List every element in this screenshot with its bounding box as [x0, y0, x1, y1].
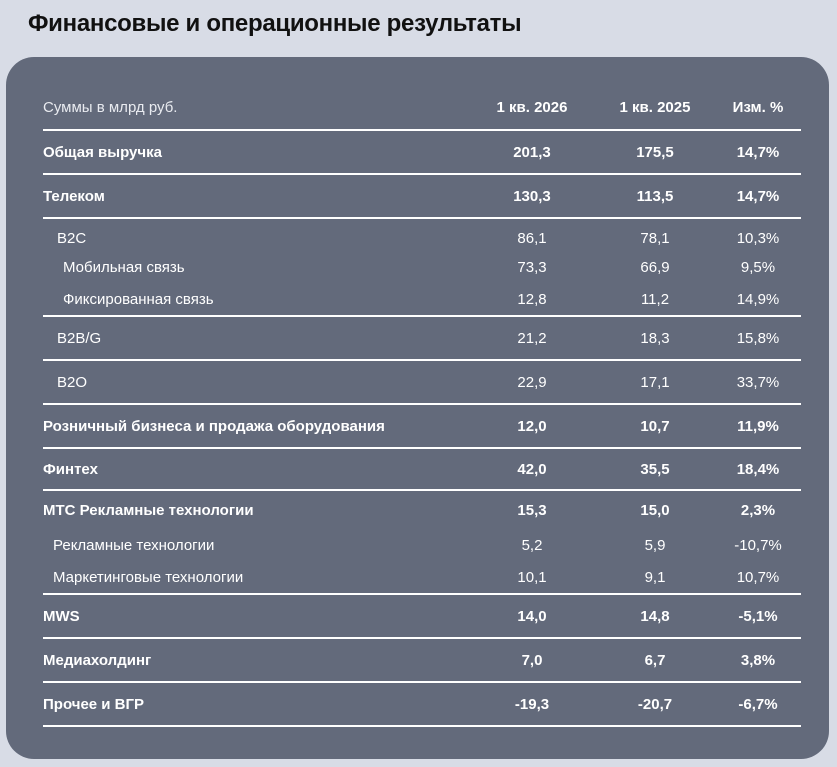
row-label: Медиахолдинг: [43, 651, 152, 669]
table-row: МТС Рекламные технологии 15,3 15,0 2,3%: [43, 491, 801, 529]
row-label: Рекламные технологии: [53, 536, 215, 554]
table-row: Телеком 130,3 113,5 14,7%: [43, 175, 801, 219]
row-label: Общая выручка: [43, 143, 162, 161]
row-value-q1-2026: 12,0: [517, 417, 547, 435]
table-header: Суммы в млрд руб. 1 кв. 2026 1 кв. 2025 …: [43, 85, 801, 131]
row-value-change: 9,5%: [740, 258, 776, 276]
row-label: Финтех: [43, 460, 98, 478]
row-value-q1-2025: 35,5: [640, 460, 670, 478]
row-label: B2O: [57, 373, 88, 391]
row-value-q1-2025: 15,0: [640, 501, 670, 519]
row-value-q1-2025: 66,9: [640, 258, 670, 276]
row-value-change: 14,7%: [736, 187, 780, 205]
row-value-q1-2026: 15,3: [517, 501, 547, 519]
row-label: Прочее и ВГР: [43, 695, 145, 713]
row-value-q1-2025: 9,1: [644, 568, 666, 586]
page-title: Финансовые и операционные результаты: [28, 10, 522, 37]
row-value-q1-2026: 86,1: [517, 229, 547, 247]
row-value-q1-2026: 21,2: [517, 329, 547, 347]
row-label: Розничный бизнеса и продажа оборудования: [43, 417, 385, 435]
results-table: Суммы в млрд руб. 1 кв. 2026 1 кв. 2025 …: [43, 85, 801, 727]
row-value-change: -10,7%: [734, 536, 782, 554]
table-row: Фиксированная связь 12,8 11,2 14,9%: [43, 283, 801, 317]
row-value-q1-2026: -19,3: [514, 695, 550, 713]
table-row: MWS 14,0 14,8 -5,1%: [43, 595, 801, 639]
header-col-q1-2025: 1 кв. 2025: [619, 98, 691, 116]
row-value-q1-2026: 201,3: [513, 143, 551, 161]
table-row: Общая выручка 201,3 175,5 14,7%: [43, 131, 801, 175]
table-row: Розничный бизнеса и продажа оборудования…: [43, 405, 801, 449]
row-value-q1-2025: 78,1: [640, 229, 670, 247]
row-value-q1-2026: 42,0: [517, 460, 547, 478]
row-value-change: 2,3%: [740, 501, 776, 519]
row-label: МТС Рекламные технологии: [43, 501, 254, 519]
row-value-q1-2026: 14,0: [517, 607, 547, 625]
row-value-q1-2025: 18,3: [640, 329, 670, 347]
header-col-q1-2026: 1 кв. 2026: [496, 98, 568, 116]
row-value-q1-2026: 10,1: [517, 568, 547, 586]
row-value-q1-2026: 22,9: [517, 373, 547, 391]
row-value-q1-2026: 7,0: [521, 651, 543, 669]
table-row: B2C 86,1 78,1 10,3%: [43, 219, 801, 251]
table-row: Медиахолдинг 7,0 6,7 3,8%: [43, 639, 801, 683]
row-value-change: 10,7%: [736, 568, 780, 586]
row-value-change: 18,4%: [736, 460, 780, 478]
row-value-change: 11,9%: [737, 417, 779, 435]
row-label: Мобильная связь: [63, 258, 185, 276]
row-value-q1-2026: 73,3: [517, 258, 547, 276]
row-value-q1-2025: 11,2: [640, 290, 670, 308]
row-value-q1-2025: 17,1: [640, 373, 670, 391]
table-row: B2B/G 21,2 18,3 15,8%: [43, 317, 801, 361]
row-value-q1-2025: 14,8: [640, 607, 670, 625]
row-value-q1-2025: 5,9: [644, 536, 666, 554]
table-row: Прочее и ВГР -19,3 -20,7 -6,7%: [43, 683, 801, 727]
row-value-q1-2025: 6,7: [644, 651, 666, 669]
row-value-q1-2025: 10,7: [640, 417, 670, 435]
table-row: Мобильная связь 73,3 66,9 9,5%: [43, 251, 801, 283]
row-value-change: 14,9%: [736, 290, 780, 308]
row-value-change: 3,8%: [740, 651, 776, 669]
row-value-change: 15,8%: [736, 329, 780, 347]
table-row: Маркетинговые технологии 10,1 9,1 10,7%: [43, 561, 801, 595]
row-value-q1-2025: -20,7: [637, 695, 673, 713]
row-label: B2C: [57, 229, 87, 247]
row-value-q1-2026: 130,3: [513, 187, 551, 205]
table-row: B2O 22,9 17,1 33,7%: [43, 361, 801, 405]
row-label: Телеком: [43, 187, 105, 205]
row-value-change: 14,7%: [736, 143, 780, 161]
table-row: Финтех 42,0 35,5 18,4%: [43, 449, 801, 491]
results-card: Суммы в млрд руб. 1 кв. 2026 1 кв. 2025 …: [6, 57, 829, 759]
header-col-change: Изм. %: [732, 98, 784, 116]
table-row: Рекламные технологии 5,2 5,9 -10,7%: [43, 529, 801, 561]
header-units-label: Суммы в млрд руб.: [43, 98, 178, 116]
row-label: B2B/G: [57, 329, 102, 347]
row-label: MWS: [43, 607, 80, 625]
row-value-q1-2026: 5,2: [521, 536, 543, 554]
row-value-q1-2025: 175,5: [636, 143, 674, 161]
row-label: Маркетинговые технологии: [53, 568, 244, 586]
row-value-change: -5,1%: [738, 607, 778, 625]
row-value-change: 33,7%: [736, 373, 780, 391]
row-value-change: -6,7%: [738, 695, 778, 713]
row-value-q1-2025: 113,5: [636, 187, 674, 205]
row-value-q1-2026: 12,8: [517, 290, 547, 308]
row-value-change: 10,3%: [736, 229, 780, 247]
row-label: Фиксированная связь: [63, 290, 214, 308]
